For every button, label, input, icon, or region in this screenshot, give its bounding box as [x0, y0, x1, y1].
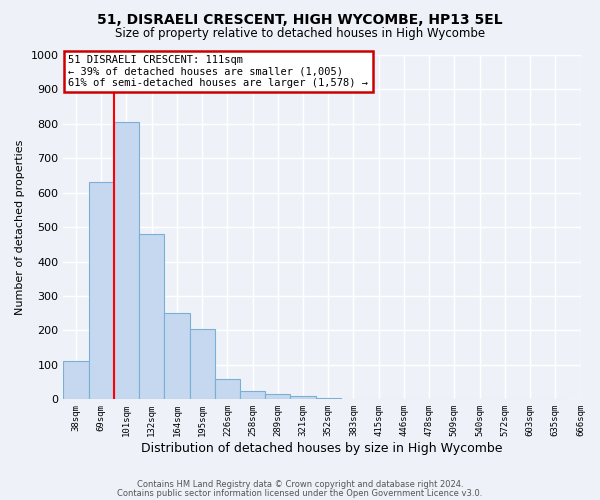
- Y-axis label: Number of detached properties: Number of detached properties: [15, 140, 25, 315]
- Bar: [240, 390, 265, 400]
- Bar: [139, 234, 164, 400]
- Bar: [290, 396, 316, 400]
- X-axis label: Distribution of detached houses by size in High Wycombe: Distribution of detached houses by size …: [141, 442, 503, 455]
- Bar: [190, 328, 215, 400]
- Bar: [89, 182, 114, 400]
- Text: Contains HM Land Registry data © Crown copyright and database right 2024.: Contains HM Land Registry data © Crown c…: [137, 480, 463, 489]
- Bar: [316, 398, 341, 400]
- Bar: [215, 378, 240, 400]
- Bar: [164, 313, 190, 400]
- Text: Contains public sector information licensed under the Open Government Licence v3: Contains public sector information licen…: [118, 488, 482, 498]
- Bar: [265, 394, 290, 400]
- Text: Size of property relative to detached houses in High Wycombe: Size of property relative to detached ho…: [115, 28, 485, 40]
- Text: 51 DISRAELI CRESCENT: 111sqm
← 39% of detached houses are smaller (1,005)
61% of: 51 DISRAELI CRESCENT: 111sqm ← 39% of de…: [68, 55, 368, 88]
- Text: 51, DISRAELI CRESCENT, HIGH WYCOMBE, HP13 5EL: 51, DISRAELI CRESCENT, HIGH WYCOMBE, HP1…: [97, 12, 503, 26]
- Bar: [114, 122, 139, 400]
- Bar: [64, 362, 89, 400]
